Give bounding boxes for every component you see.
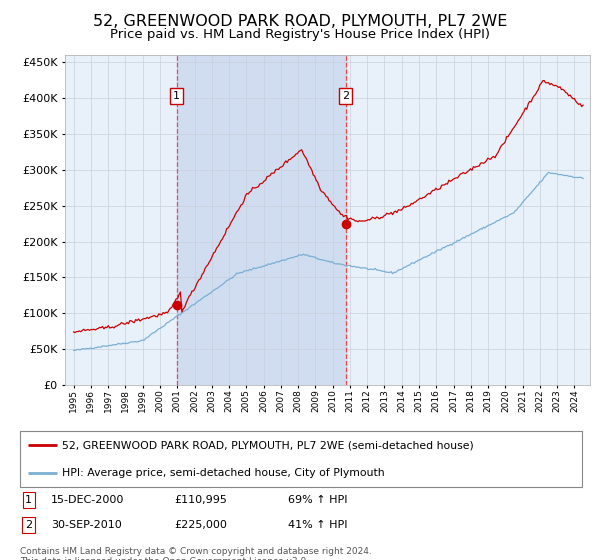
Text: Contains HM Land Registry data © Crown copyright and database right 2024.: Contains HM Land Registry data © Crown c… <box>20 547 371 556</box>
Text: 52, GREENWOOD PARK ROAD, PLYMOUTH, PL7 2WE (semi-detached house): 52, GREENWOOD PARK ROAD, PLYMOUTH, PL7 2… <box>62 440 474 450</box>
Text: HPI: Average price, semi-detached house, City of Plymouth: HPI: Average price, semi-detached house,… <box>62 468 385 478</box>
Text: Price paid vs. HM Land Registry's House Price Index (HPI): Price paid vs. HM Land Registry's House … <box>110 28 490 41</box>
Text: 69% ↑ HPI: 69% ↑ HPI <box>288 495 347 505</box>
Text: 1: 1 <box>25 495 32 505</box>
Text: 41% ↑ HPI: 41% ↑ HPI <box>288 520 347 530</box>
Text: 15-DEC-2000: 15-DEC-2000 <box>51 495 124 505</box>
Text: 1: 1 <box>173 91 180 101</box>
Text: 2: 2 <box>342 91 349 101</box>
Bar <box>176 55 346 385</box>
Text: 30-SEP-2010: 30-SEP-2010 <box>51 520 122 530</box>
Text: £225,000: £225,000 <box>174 520 227 530</box>
FancyBboxPatch shape <box>20 431 582 487</box>
Text: 2: 2 <box>25 520 32 530</box>
Text: 52, GREENWOOD PARK ROAD, PLYMOUTH, PL7 2WE: 52, GREENWOOD PARK ROAD, PLYMOUTH, PL7 2… <box>93 14 507 29</box>
Text: This data is licensed under the Open Government Licence v3.0.: This data is licensed under the Open Gov… <box>20 557 309 560</box>
Text: £110,995: £110,995 <box>174 495 227 505</box>
